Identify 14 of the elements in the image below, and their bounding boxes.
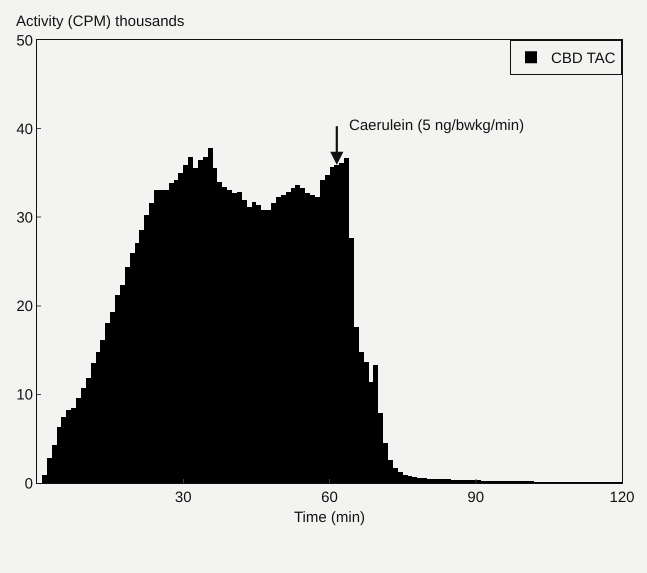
y-tick-label: 50 [16,32,33,50]
y-tick-label: 20 [16,298,33,316]
annotation: Caerulein (5 ng/bwkg/min) [349,117,524,134]
x-tick-label: 120 [609,489,635,506]
y-tick-label: 0 [24,475,33,492]
x-tick-label: 90 [467,489,484,506]
x-tick-label: 30 [174,489,192,506]
legend-label: CBD TAC [551,50,616,68]
x-axis-title: Time (min) [294,509,366,526]
y-tick-label: 10 [16,386,33,404]
y-tick-label: 40 [16,120,33,138]
y-tick-label: 30 [16,209,33,226]
y-axis-title: Activity (CPM) thousands [16,13,184,30]
x-tick-label: 60 [321,489,338,506]
